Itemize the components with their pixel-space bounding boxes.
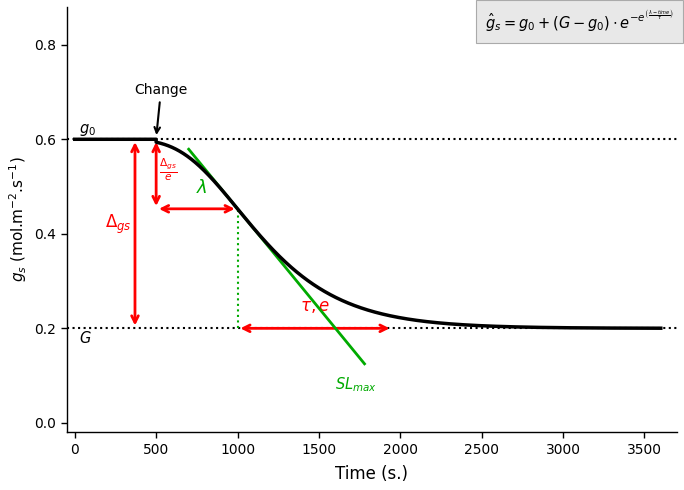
Text: $G$: $G$ [79, 330, 92, 346]
Text: $\lambda$: $\lambda$ [196, 179, 207, 197]
Text: $\Delta_{gs}$: $\Delta_{gs}$ [105, 213, 132, 236]
Text: $\frac{\Delta_{gs}}{e}$: $\frac{\Delta_{gs}}{e}$ [159, 156, 177, 183]
Text: $SL_{max}$: $SL_{max}$ [335, 376, 377, 394]
Y-axis label: $g_s$ (mol.m$^{-2}$.s$^{-1}$): $g_s$ (mol.m$^{-2}$.s$^{-1}$) [7, 157, 29, 282]
X-axis label: Time (s.): Time (s.) [335, 465, 408, 483]
Text: $g_0$: $g_0$ [79, 122, 96, 138]
Text: Change: Change [135, 83, 187, 133]
Text: $\tau,e$: $\tau,e$ [300, 297, 330, 315]
Text: $\hat{g}_s = g_0 + (G-g_0) \cdot e^{-e^{\left(\frac{\lambda-time}{\tau}\right)}}: $\hat{g}_s = g_0 + (G-g_0) \cdot e^{-e^{… [485, 9, 674, 34]
